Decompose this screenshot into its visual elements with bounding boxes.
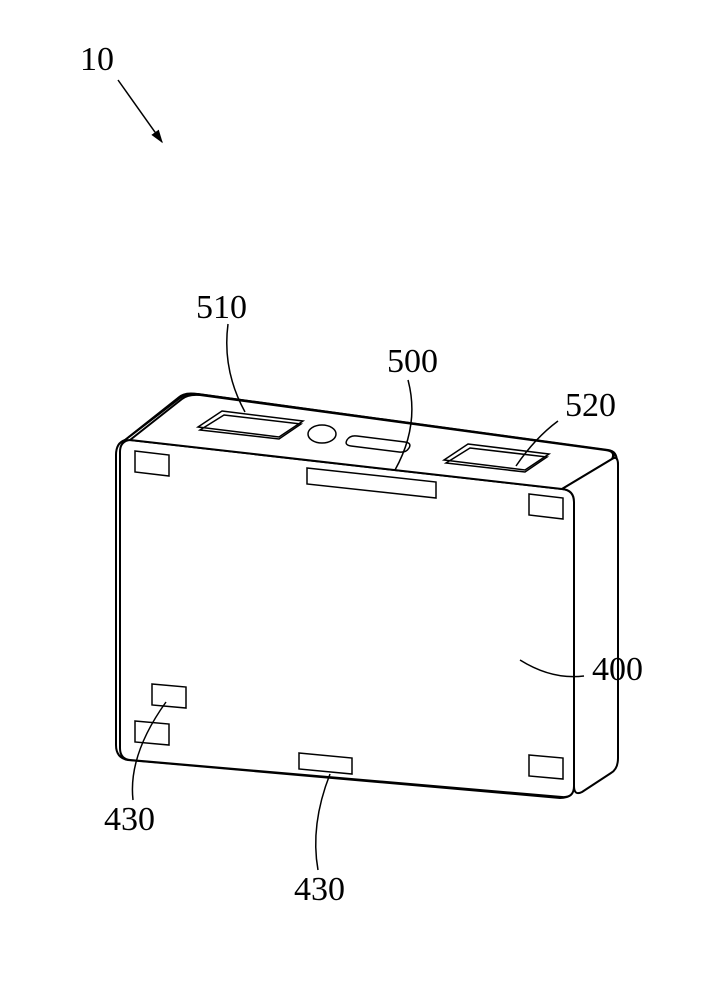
ref-label-500: 500	[387, 343, 438, 380]
circle-port	[308, 425, 336, 443]
ref-label-430b: 430	[294, 871, 345, 908]
leader-line	[316, 774, 330, 870]
ref-label-400: 400	[592, 651, 643, 688]
leader-line	[118, 80, 162, 142]
patent-figure: 10 510 500 520 400 430 430	[0, 0, 715, 1000]
ref-label-520: 520	[565, 387, 616, 424]
ref-label-510: 510	[196, 289, 247, 326]
ref-label-430a: 430	[104, 801, 155, 838]
ref-label-10: 10	[80, 41, 114, 78]
